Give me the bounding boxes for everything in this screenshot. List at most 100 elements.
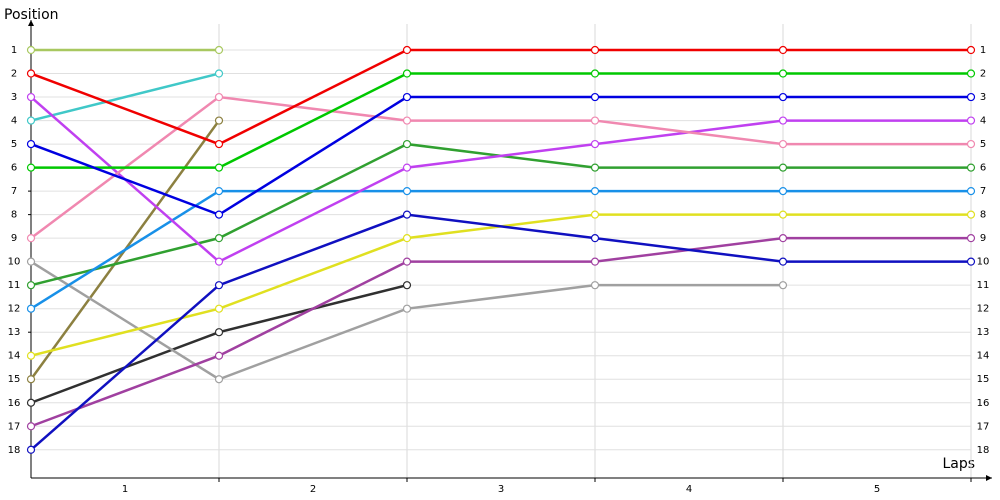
- point-marker: [26, 92, 36, 102]
- y-tick-label-right: 6: [980, 163, 986, 174]
- y-tick-label: 1: [11, 45, 17, 56]
- point-marker: [26, 163, 36, 172]
- point-marker: [402, 163, 412, 172]
- y-tick-label: 8: [11, 210, 17, 221]
- x-tick-label: 3: [498, 484, 504, 495]
- series-line: [30, 95, 971, 217]
- point-marker: [26, 351, 36, 360]
- y-tick-label: 15: [8, 374, 21, 385]
- point-marker: [26, 422, 36, 431]
- point-marker: [966, 187, 976, 196]
- y-tick-label-right: 11: [977, 280, 990, 291]
- point-marker: [26, 234, 36, 243]
- point-marker: [402, 45, 412, 55]
- point-marker: [214, 328, 224, 337]
- y-tick-label: 13: [8, 327, 21, 338]
- point-marker: [778, 69, 788, 78]
- y-tick-label-right: 13: [977, 327, 990, 338]
- point-marker: [590, 92, 600, 102]
- point-marker: [778, 210, 788, 219]
- series-line: [30, 213, 971, 451]
- y-tick-label-right: 8: [980, 210, 986, 221]
- point-marker: [402, 116, 412, 125]
- y-tick-label: 11: [8, 280, 21, 291]
- y-tick-label: 6: [11, 163, 17, 174]
- y-axis-arrow: [28, 20, 34, 26]
- y-tick-label-right: 3: [980, 92, 986, 103]
- point-marker: [214, 281, 224, 290]
- y-tick-label: 12: [8, 304, 21, 315]
- point-marker: [214, 210, 224, 219]
- point-marker: [590, 45, 600, 55]
- point-marker: [966, 92, 976, 102]
- point-marker: [778, 139, 788, 149]
- point-marker: [590, 139, 600, 149]
- point-marker: [966, 163, 976, 172]
- point-marker: [402, 281, 412, 290]
- point-marker: [966, 234, 976, 243]
- point-marker: [590, 210, 600, 219]
- point-marker: [214, 351, 224, 360]
- x-tick-label: 2: [310, 484, 316, 495]
- y-tick-label-right: 7: [980, 186, 986, 197]
- series-line: [30, 95, 971, 240]
- x-axis-title: Laps: [942, 456, 975, 472]
- y-tick-label: 18: [8, 445, 21, 456]
- y-tick-label-right: 16: [977, 398, 990, 409]
- point-marker: [778, 281, 788, 290]
- y-tick-label: 14: [8, 351, 21, 362]
- point-marker: [26, 257, 36, 266]
- y-tick-label-right: 14: [977, 351, 990, 362]
- point-marker: [214, 304, 224, 313]
- point-marker: [26, 375, 36, 384]
- series-line: [30, 189, 971, 310]
- y-tick-label: 5: [11, 139, 17, 150]
- y-tick-label-right: 15: [977, 374, 990, 385]
- series-line: [30, 236, 971, 428]
- point-marker: [402, 92, 412, 102]
- y-tick-label-right: 18: [977, 445, 990, 456]
- x-axis-arrow: [986, 475, 992, 481]
- point-marker: [778, 116, 788, 125]
- point-marker: [26, 116, 36, 125]
- y-tick-label: 9: [11, 233, 17, 244]
- point-marker: [402, 187, 412, 196]
- point-marker: [214, 45, 224, 55]
- point-marker: [590, 69, 600, 78]
- y-axis-title: Position: [4, 7, 59, 23]
- point-marker: [778, 92, 788, 102]
- point-marker: [590, 234, 600, 243]
- point-marker: [214, 257, 224, 266]
- y-tick-label: 3: [11, 92, 17, 103]
- y-tick-label-right: 10: [977, 257, 990, 268]
- point-marker: [402, 234, 412, 243]
- point-marker: [966, 139, 976, 149]
- y-tick-label: 17: [8, 421, 21, 432]
- y-tick-label: 4: [11, 116, 17, 127]
- y-tick-label-right: 4: [980, 116, 986, 127]
- y-tick-label: 16: [8, 398, 21, 409]
- series-line: [30, 48, 971, 146]
- point-marker: [26, 45, 36, 55]
- point-marker: [778, 163, 788, 172]
- y-tick-label-right: 2: [980, 69, 986, 80]
- series-line: [31, 72, 971, 169]
- point-marker: [966, 69, 976, 78]
- y-tick-label: 7: [11, 186, 17, 197]
- point-marker: [214, 234, 224, 243]
- point-marker: [26, 398, 36, 407]
- point-marker: [590, 281, 600, 290]
- point-marker: [214, 69, 224, 78]
- point-marker: [214, 116, 224, 125]
- y-tick-label-right: 5: [980, 139, 986, 150]
- point-marker: [966, 45, 976, 55]
- point-marker: [778, 234, 788, 243]
- point-marker: [590, 257, 600, 266]
- point-marker: [26, 445, 36, 454]
- x-tick-label: 5: [874, 484, 880, 495]
- point-marker: [590, 187, 600, 196]
- point-marker: [778, 257, 788, 266]
- point-marker: [26, 139, 36, 149]
- point-marker: [590, 163, 600, 172]
- point-marker: [214, 139, 224, 149]
